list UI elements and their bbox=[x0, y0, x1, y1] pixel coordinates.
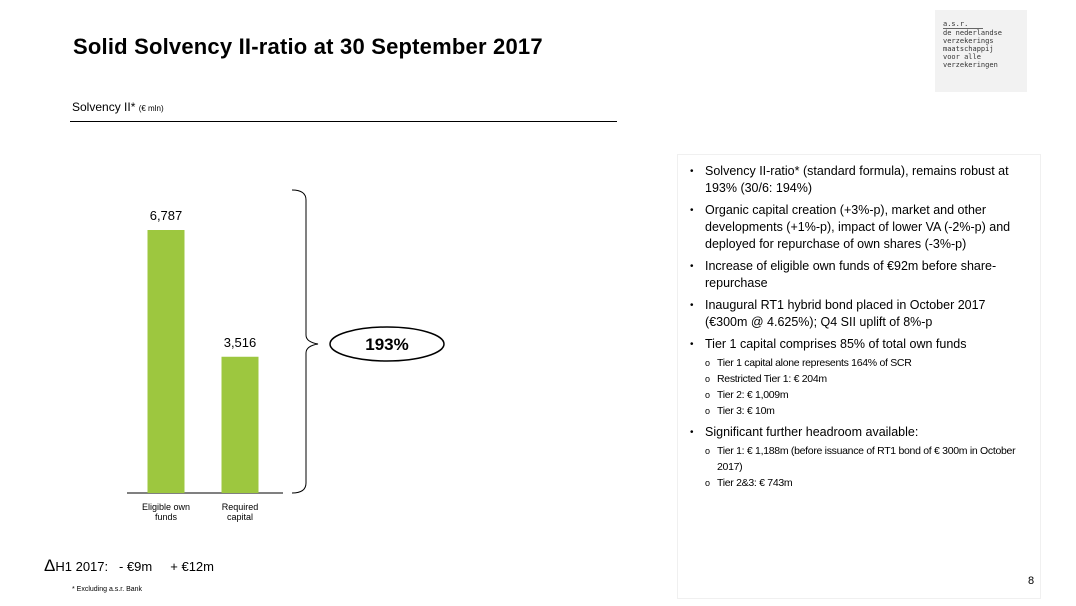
bullet: Tier 1 capital comprises 85% of total ow… bbox=[690, 336, 1030, 419]
sub-bullet: Tier 1: € 1,188m (before issuance of RT1… bbox=[705, 443, 1030, 475]
page-number: 8 bbox=[1028, 575, 1035, 587]
bar bbox=[147, 230, 185, 493]
delta-value: + €12m bbox=[170, 559, 214, 574]
bullet: Significant further headroom available: T… bbox=[690, 424, 1030, 491]
sub-bullet: Tier 1 capital alone represents 164% of … bbox=[705, 355, 1030, 371]
bullet: Increase of eligible own funds of €92m b… bbox=[690, 258, 1030, 292]
bullet-text: Significant further headroom available: bbox=[705, 425, 919, 439]
bracket bbox=[291, 189, 319, 494]
sub-bullet: Tier 2: € 1,009m bbox=[705, 387, 1030, 403]
sub-list: Tier 1: € 1,188m (before issuance of RT1… bbox=[705, 443, 1030, 491]
x-tick-label: Eligible own funds bbox=[141, 502, 191, 522]
bullet-text: Increase of eligible own funds of €92m b… bbox=[705, 259, 997, 290]
logo-line: verzekeringen bbox=[943, 61, 998, 69]
bullet: Solvency II-ratio* (standard formula), r… bbox=[690, 163, 1030, 197]
bar bbox=[221, 356, 259, 493]
logo-line: verzekerings bbox=[943, 37, 994, 45]
sub-bullet: Tier 2&3: € 743m bbox=[705, 475, 1030, 491]
value-label: 6,787 bbox=[150, 208, 183, 223]
logo-line: a.s.r. bbox=[943, 20, 983, 29]
logo: a.s.r. de nederlandse verzekerings maatscha… bbox=[935, 10, 1027, 92]
logo-line: voor alle bbox=[943, 53, 981, 61]
ratio-annotation: 193% bbox=[365, 335, 408, 354]
logo-line: maatschappij bbox=[943, 45, 994, 53]
delta-icon: Δ bbox=[44, 556, 56, 575]
value-label: 3,516 bbox=[224, 335, 257, 350]
subtitle: Solvency II* (€ mln) bbox=[72, 100, 164, 114]
bullet-text: Inaugural RT1 hybrid bond placed in Octo… bbox=[705, 298, 986, 329]
delta-value: - €9m bbox=[118, 559, 153, 574]
bullet-text: Tier 1 capital comprises 85% of total ow… bbox=[705, 337, 967, 351]
ratio-ellipse bbox=[329, 326, 445, 362]
bullet-text: Solvency II-ratio* (standard formula), r… bbox=[705, 164, 1009, 195]
footnote: * Excluding a.s.r. Bank bbox=[72, 586, 143, 593]
delta-label: H1 2017: bbox=[55, 559, 109, 574]
bullet: Inaugural RT1 hybrid bond placed in Octo… bbox=[690, 297, 1030, 331]
sub-bullet: Restricted Tier 1: € 204m bbox=[705, 371, 1030, 387]
chart: 193% 6,787 3,516 bbox=[127, 189, 445, 494]
bullet: Organic capital creation (+3%-p), market… bbox=[690, 202, 1030, 253]
delta-line: ΔH1 2017: - €9m + €12m bbox=[44, 556, 214, 576]
bullet-text: Organic capital creation (+3%-p), market… bbox=[705, 203, 1011, 251]
logo-line: de nederlandse bbox=[943, 29, 1003, 37]
subtitle-text: Solvency II* bbox=[72, 100, 136, 114]
x-tick-label: Required capital bbox=[221, 502, 259, 522]
bullet-list: Solvency II-ratio* (standard formula), r… bbox=[690, 163, 1030, 496]
title: Solid Solvency II-ratio at 30 September … bbox=[73, 34, 543, 59]
subtitle-unit: (€ mln) bbox=[138, 104, 164, 113]
sub-bullet: Tier 3: € 10m bbox=[705, 403, 1030, 419]
sub-list: Tier 1 capital alone represents 164% of … bbox=[705, 355, 1030, 419]
rule bbox=[70, 121, 617, 122]
